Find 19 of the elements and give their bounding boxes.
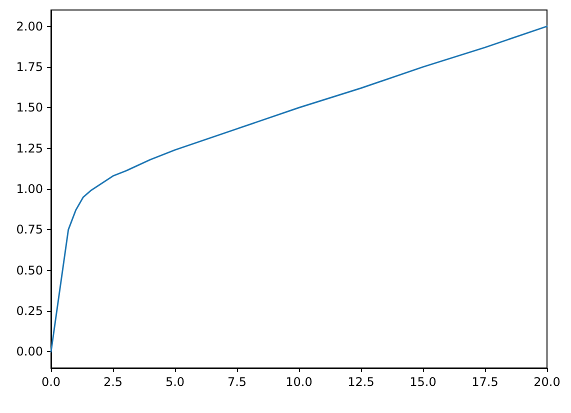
y-tick-label: 1.50 [16, 100, 43, 115]
y-tick-label: 2.00 [16, 19, 43, 34]
line-series [50, 26, 548, 352]
x-tick-label: 15.0 [410, 375, 436, 389]
x-tick-label: 17.5 [472, 375, 498, 389]
x-tick-label: 20.0 [534, 375, 560, 389]
x-tick-label: 7.5 [227, 375, 247, 389]
y-tick-label: 1.25 [16, 141, 43, 156]
y-tick-label: 0.25 [16, 304, 43, 318]
x-tick-label: 2.5 [103, 375, 123, 389]
y-tick-label: 1.00 [16, 182, 43, 196]
x-tick-label: 5.0 [165, 375, 185, 389]
x-tick-label: 0.0 [41, 375, 61, 389]
x-tick-label: 10.0 [286, 375, 312, 389]
x-tick-label: 12.5 [348, 375, 374, 389]
y-tick-label: 0.75 [16, 222, 43, 237]
y-tick-label: 0.50 [16, 263, 43, 278]
y-tick-label: 0.00 [16, 344, 43, 359]
y-tick-label: 1.75 [16, 60, 43, 74]
